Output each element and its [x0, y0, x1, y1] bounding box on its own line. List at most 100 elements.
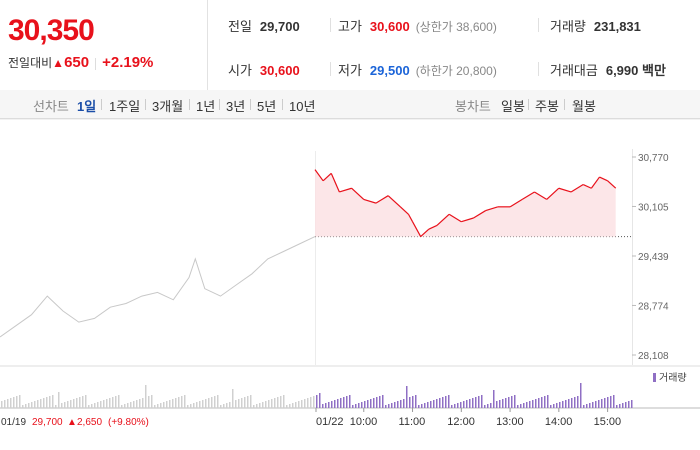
volume-legend-label: 거래량 — [659, 372, 687, 384]
volume-bar — [310, 397, 312, 408]
volume-bar — [460, 402, 462, 408]
volume-bar — [265, 401, 267, 408]
tab-1-day[interactable]: 1일 — [77, 99, 97, 114]
x-tick-label: 11:00 — [399, 416, 426, 428]
volume-bar — [304, 399, 306, 408]
volume-bar — [610, 396, 612, 408]
volume-bar — [76, 398, 78, 408]
volume-bar — [277, 397, 279, 408]
volume-bar — [403, 399, 405, 408]
prev-date: 01/19 — [1, 417, 26, 428]
y-axis: 30,770 30,105 29,439 28,774 28,108 — [632, 153, 669, 362]
volume-bar — [496, 401, 498, 408]
volume-bar — [469, 399, 471, 408]
volume-bar — [526, 402, 528, 408]
volume-bar — [178, 397, 180, 408]
volume-bar — [151, 395, 153, 408]
divider — [564, 99, 565, 110]
open-price: 시가 30,600 — [228, 60, 300, 79]
volume-bar — [370, 399, 372, 408]
volume-bar — [328, 402, 330, 408]
volume-bar — [52, 395, 54, 408]
volume-bar — [571, 398, 573, 408]
volume-bar — [250, 395, 252, 408]
volume-bar — [196, 402, 198, 408]
volume-bar — [607, 397, 609, 408]
tab-3-years[interactable]: 3년 — [226, 99, 246, 114]
volume-bar — [487, 404, 489, 408]
divider — [101, 99, 102, 110]
volume-bar — [331, 401, 333, 408]
volume-bar — [271, 399, 273, 408]
volume-bar — [289, 404, 291, 408]
volume-bar — [232, 389, 234, 408]
volume-bar — [499, 400, 501, 408]
prev-close-price: 29,700 — [32, 417, 63, 428]
volume-bar — [382, 395, 384, 408]
volume-bar — [64, 402, 66, 408]
x-tick-label: 12:00 — [447, 416, 475, 428]
tab-3-months[interactable]: 3개월 — [152, 99, 184, 114]
volume-bar — [70, 400, 72, 408]
volume-bar — [91, 404, 93, 408]
volume-bar — [616, 405, 618, 408]
today-segment — [375, 195, 389, 204]
volume-bar — [541, 397, 543, 408]
volume-bar — [61, 403, 63, 408]
divider — [219, 99, 220, 110]
tab-5-years[interactable]: 5년 — [257, 99, 277, 114]
volume-bar — [553, 404, 555, 408]
tab-monthly-candle[interactable]: 월봉 — [572, 99, 596, 114]
volume-bar — [430, 401, 432, 408]
volume-bar — [568, 399, 570, 408]
volume-bar — [340, 398, 342, 408]
price-chart[interactable]: 30,770 30,105 29,439 28,774 28,108 01/22 10:0… — [0, 119, 700, 450]
volume-bar — [559, 402, 561, 408]
today-segment — [436, 213, 450, 226]
volume-bar — [379, 396, 381, 408]
tab-daily-candle[interactable]: 일봉 — [501, 99, 525, 114]
quote-panel: 30,350 전일대비▲650 +2.19% 전일 29,700 고가 30,600 (… — [0, 0, 700, 91]
chart-background — [0, 119, 700, 450]
tab-10-years[interactable]: 10년 — [289, 99, 316, 114]
x-tick-label: 14:00 — [545, 416, 573, 428]
volume-bar — [115, 396, 117, 408]
volume-bar — [442, 397, 444, 408]
tab-weekly-candle[interactable]: 주봉 — [535, 99, 559, 114]
tab-1-year[interactable]: 1년 — [196, 99, 216, 114]
volume-bar — [625, 402, 627, 408]
volume-bar — [253, 405, 255, 408]
divider — [330, 62, 331, 76]
volume-bar — [40, 399, 42, 408]
prev-day-line — [0, 236, 316, 338]
open-value: 30,600 — [259, 63, 300, 78]
prev-change: 2,650 — [77, 417, 102, 428]
volume-bar — [121, 405, 123, 408]
volume-bar — [580, 383, 582, 408]
volume-bar — [31, 402, 33, 408]
volume-bar — [103, 400, 105, 408]
volume-bar — [577, 396, 579, 408]
volume-bar — [217, 395, 219, 408]
volume-bar — [274, 398, 276, 408]
volume-bar — [565, 400, 567, 408]
volume-bar — [427, 402, 429, 408]
volume-bar — [205, 399, 207, 408]
volume-bar — [544, 396, 546, 408]
volume-bar — [136, 400, 138, 408]
volume-bar — [484, 405, 486, 408]
volume-bar — [472, 398, 474, 408]
prev-close-label: 전일 — [228, 19, 252, 34]
volume-bar — [37, 400, 39, 408]
volume-bar — [262, 402, 264, 408]
volume-bar — [139, 399, 141, 408]
today-segment — [473, 210, 487, 219]
low-value: 29,500 — [369, 63, 410, 78]
volume-bar — [43, 398, 45, 408]
volume-bar — [244, 397, 246, 408]
volume-bar — [517, 405, 519, 408]
tab-1-week[interactable]: 1주일 — [109, 99, 141, 114]
volume-bar — [346, 396, 348, 408]
volume-bar — [601, 399, 603, 408]
volume-bar — [583, 405, 585, 408]
